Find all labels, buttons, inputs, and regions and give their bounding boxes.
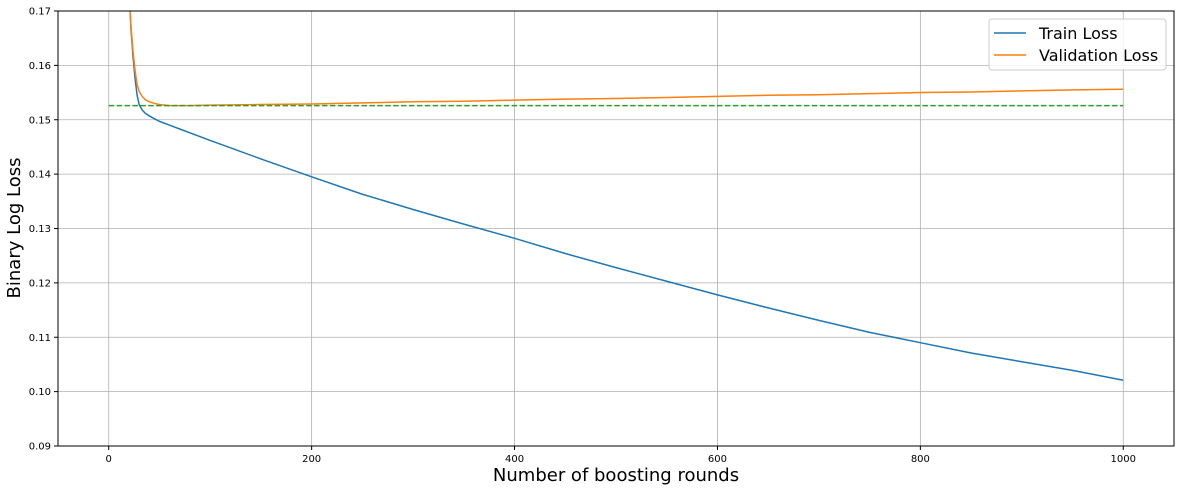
legend-label: Train Loss xyxy=(1038,24,1118,43)
x-tick-label: 800 xyxy=(911,454,930,465)
axis-ticks: 0 200 400 600 800 1000 0.09 0.10 0.11 0.12 0.13 0.1… xyxy=(29,7,1136,466)
y-axis-label: Binary Log Loss xyxy=(4,158,25,299)
x-axis-label: Number of boosting rounds xyxy=(493,465,739,486)
series-lines xyxy=(108,11,1124,381)
x-tick-label: 600 xyxy=(708,454,727,465)
series-line-train-loss xyxy=(129,11,1124,381)
y-tick-label: 0.15 xyxy=(29,115,51,126)
y-tick-label: 0.17 xyxy=(29,7,51,18)
y-tick-label: 0.13 xyxy=(29,224,51,235)
y-tick-label: 0.16 xyxy=(29,61,51,72)
x-tick-label: 0 xyxy=(106,454,112,465)
y-tick-label: 0.09 xyxy=(29,442,51,453)
x-tick-label: 1000 xyxy=(1111,454,1136,465)
series-line-validation-loss xyxy=(129,11,1124,107)
y-tick-label: 0.11 xyxy=(29,333,51,344)
x-tick-label: 400 xyxy=(505,454,524,465)
legend-box xyxy=(988,18,1167,71)
legend: Train Loss Validation Loss xyxy=(988,18,1167,71)
y-tick-label: 0.14 xyxy=(29,170,51,181)
y-tick-label: 0.10 xyxy=(29,387,51,398)
grid-lines xyxy=(58,10,1174,447)
y-tick-label: 0.12 xyxy=(29,278,51,289)
x-tick-label: 200 xyxy=(302,454,321,465)
legend-label: Validation Loss xyxy=(1039,46,1158,65)
